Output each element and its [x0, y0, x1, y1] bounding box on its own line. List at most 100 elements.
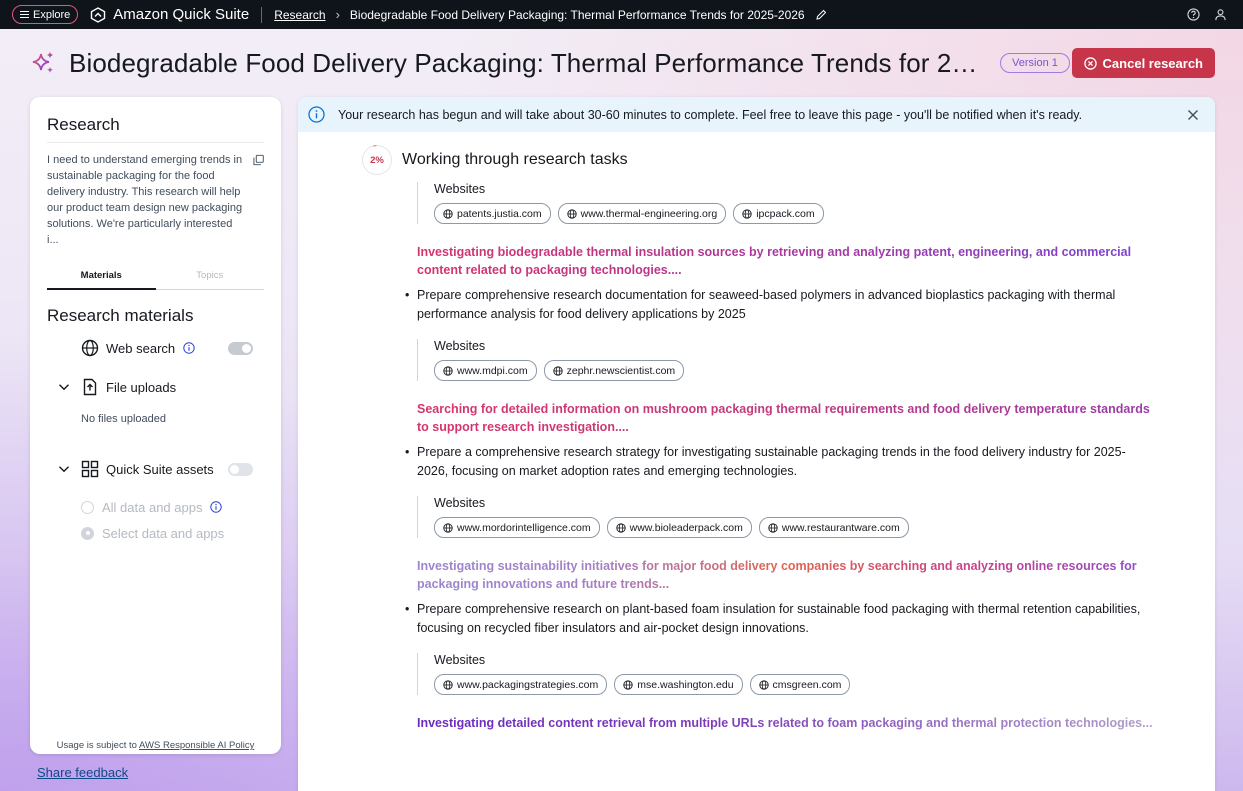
- cancel-research-label: Cancel research: [1102, 55, 1203, 71]
- websites-label: Websites: [434, 496, 486, 510]
- website-chip[interactable]: www.bioleaderpack.com: [606, 517, 752, 538]
- globe-icon: [81, 339, 99, 357]
- globe-icon: [443, 208, 453, 219]
- explore-button[interactable]: Explore: [12, 5, 79, 24]
- globe-icon: [758, 679, 769, 690]
- radio-button-selected[interactable]: [81, 526, 94, 540]
- file-uploads-row[interactable]: File uploads: [47, 376, 264, 398]
- task-item: • Prepare a comprehensive research strat…: [405, 443, 1155, 481]
- radio-select-data[interactable]: Select data and apps: [47, 523, 264, 543]
- website-name: www.packagingstrategies.com: [457, 678, 599, 691]
- tab-materials[interactable]: Materials: [47, 270, 156, 290]
- websites-label: Websites: [434, 653, 486, 667]
- side-panel-title: Research: [47, 115, 264, 143]
- website-chip[interactable]: www.packagingstrategies.com: [434, 674, 608, 695]
- top-bar: Explore Amazon Quick Suite Research › Bi…: [0, 0, 1243, 29]
- web-search-label: Web search: [106, 340, 176, 356]
- research-description: I need to understand emerging trends in …: [47, 154, 243, 246]
- task-item: • Prepare comprehensive research on plan…: [405, 600, 1155, 638]
- brand[interactable]: Amazon Quick Suite: [90, 6, 249, 23]
- task-item: • Prepare comprehensive research documen…: [405, 286, 1155, 324]
- status-text: Investigating detailed content retrieval…: [417, 714, 1157, 732]
- status-text: Searching for detailed information on mu…: [417, 400, 1157, 436]
- bullet-dot: •: [405, 445, 410, 459]
- menu-icon: [20, 11, 29, 18]
- task-text: Prepare comprehensive research on plant-…: [417, 602, 1141, 635]
- globe-icon: [742, 208, 752, 219]
- globe-icon: [566, 208, 577, 219]
- banner-text: Your research has begun and will take ab…: [338, 107, 1083, 122]
- radio-all-label: All data and apps: [102, 499, 203, 515]
- user-icon[interactable]: [1214, 8, 1227, 21]
- website-chip[interactable]: www.mordorintelligence.com: [434, 517, 600, 538]
- chevron-down-icon[interactable]: [58, 463, 70, 475]
- no-files-text: No files uploaded: [81, 413, 167, 425]
- website-chip[interactable]: www.mdpi.com: [434, 360, 537, 381]
- quick-suite-assets-row[interactable]: Quick Suite assets: [47, 458, 264, 480]
- pencil-icon[interactable]: [815, 9, 827, 21]
- chevron-down-icon[interactable]: [58, 381, 70, 393]
- info-banner: Your research has begun and will take ab…: [298, 97, 1215, 132]
- progress-row: 2% Working through research tasks: [362, 145, 628, 175]
- tab-topics[interactable]: Topics: [196, 270, 224, 281]
- page-header: Biodegradable Food Delivery Packaging: T…: [30, 44, 1215, 82]
- version-badge: Version 1: [1000, 53, 1070, 73]
- radio-all-data[interactable]: All data and apps: [47, 497, 264, 517]
- brand-name: Amazon Quick Suite: [113, 6, 250, 23]
- divider: [261, 6, 263, 23]
- progress-percent: 2%: [370, 154, 384, 166]
- breadcrumb-research-link[interactable]: Research: [274, 7, 326, 22]
- research-materials-title: Research materials: [47, 306, 194, 325]
- website-chip[interactable]: www.restaurantware.com: [758, 517, 909, 538]
- radio-button[interactable]: [81, 500, 94, 514]
- breadcrumb-current: Biodegradable Food Delivery Packaging: T…: [349, 7, 805, 22]
- research-main-panel: Your research has begun and will take ab…: [298, 97, 1215, 791]
- share-feedback-link[interactable]: Share feedback: [37, 765, 129, 780]
- web-search-row: Web search: [47, 337, 264, 359]
- help-circle-icon[interactable]: [1187, 8, 1200, 21]
- research-side-panel: Research I need to understand emerging t…: [30, 97, 281, 754]
- radio-select-label: Select data and apps: [102, 525, 225, 541]
- grid-icon: [81, 460, 99, 478]
- website-chip[interactable]: ipcpack.com: [733, 203, 824, 224]
- chevron-right-icon: ›: [335, 7, 340, 22]
- websites-group: Websites patents.justia.com www.thermal-…: [417, 182, 824, 224]
- close-icon[interactable]: [1187, 109, 1199, 121]
- website-chip[interactable]: mse.washington.edu: [614, 674, 743, 695]
- info-icon[interactable]: [183, 342, 195, 354]
- explore-label: Explore: [33, 8, 71, 21]
- website-name: www.bioleaderpack.com: [629, 521, 743, 534]
- cancel-research-button[interactable]: Cancel research: [1071, 48, 1215, 78]
- sparkle-icon: [32, 52, 53, 73]
- website-chip[interactable]: patents.justia.com: [434, 203, 551, 224]
- website-chip[interactable]: www.thermal-engineering.org: [557, 203, 727, 224]
- progress-indicator: 2%: [362, 145, 392, 175]
- website-name: www.restaurantware.com: [781, 521, 900, 534]
- website-name: www.thermal-engineering.org: [580, 207, 718, 220]
- info-icon: [308, 106, 325, 123]
- x-circle-icon: [1083, 56, 1097, 70]
- status-text: Investigating biodegradable thermal insu…: [417, 243, 1157, 279]
- website-name: patents.justia.com: [457, 207, 542, 220]
- file-uploads-label: File uploads: [106, 379, 177, 395]
- globe-icon: [623, 679, 633, 690]
- website-name: www.mdpi.com: [457, 364, 528, 377]
- globe-icon: [768, 522, 778, 533]
- progress-title: Working through research tasks: [402, 151, 628, 168]
- side-panel-tabs: Materials Topics: [47, 270, 264, 290]
- website-chip[interactable]: zephr.newscientist.com: [543, 360, 685, 381]
- info-icon[interactable]: [210, 501, 223, 513]
- website-name: ipcpack.com: [756, 207, 815, 220]
- web-search-toggle[interactable]: [228, 341, 253, 355]
- websites-group: Websites www.mordorintelligence.com www.…: [417, 496, 909, 538]
- quick-suite-assets-label: Quick Suite assets: [106, 461, 214, 477]
- copy-icon[interactable]: [253, 154, 264, 166]
- website-chip[interactable]: cmsgreen.com: [749, 674, 851, 695]
- quick-suite-assets-toggle[interactable]: [228, 462, 253, 476]
- status-text: Investigating sustainability initiatives…: [417, 557, 1157, 593]
- globe-icon: [443, 522, 453, 533]
- bullet-dot: •: [405, 602, 410, 616]
- task-text: Prepare a comprehensive research strateg…: [417, 445, 1126, 478]
- responsible-ai-policy-link[interactable]: AWS Responsible AI Policy: [139, 740, 255, 751]
- bullet-dot: •: [405, 288, 410, 302]
